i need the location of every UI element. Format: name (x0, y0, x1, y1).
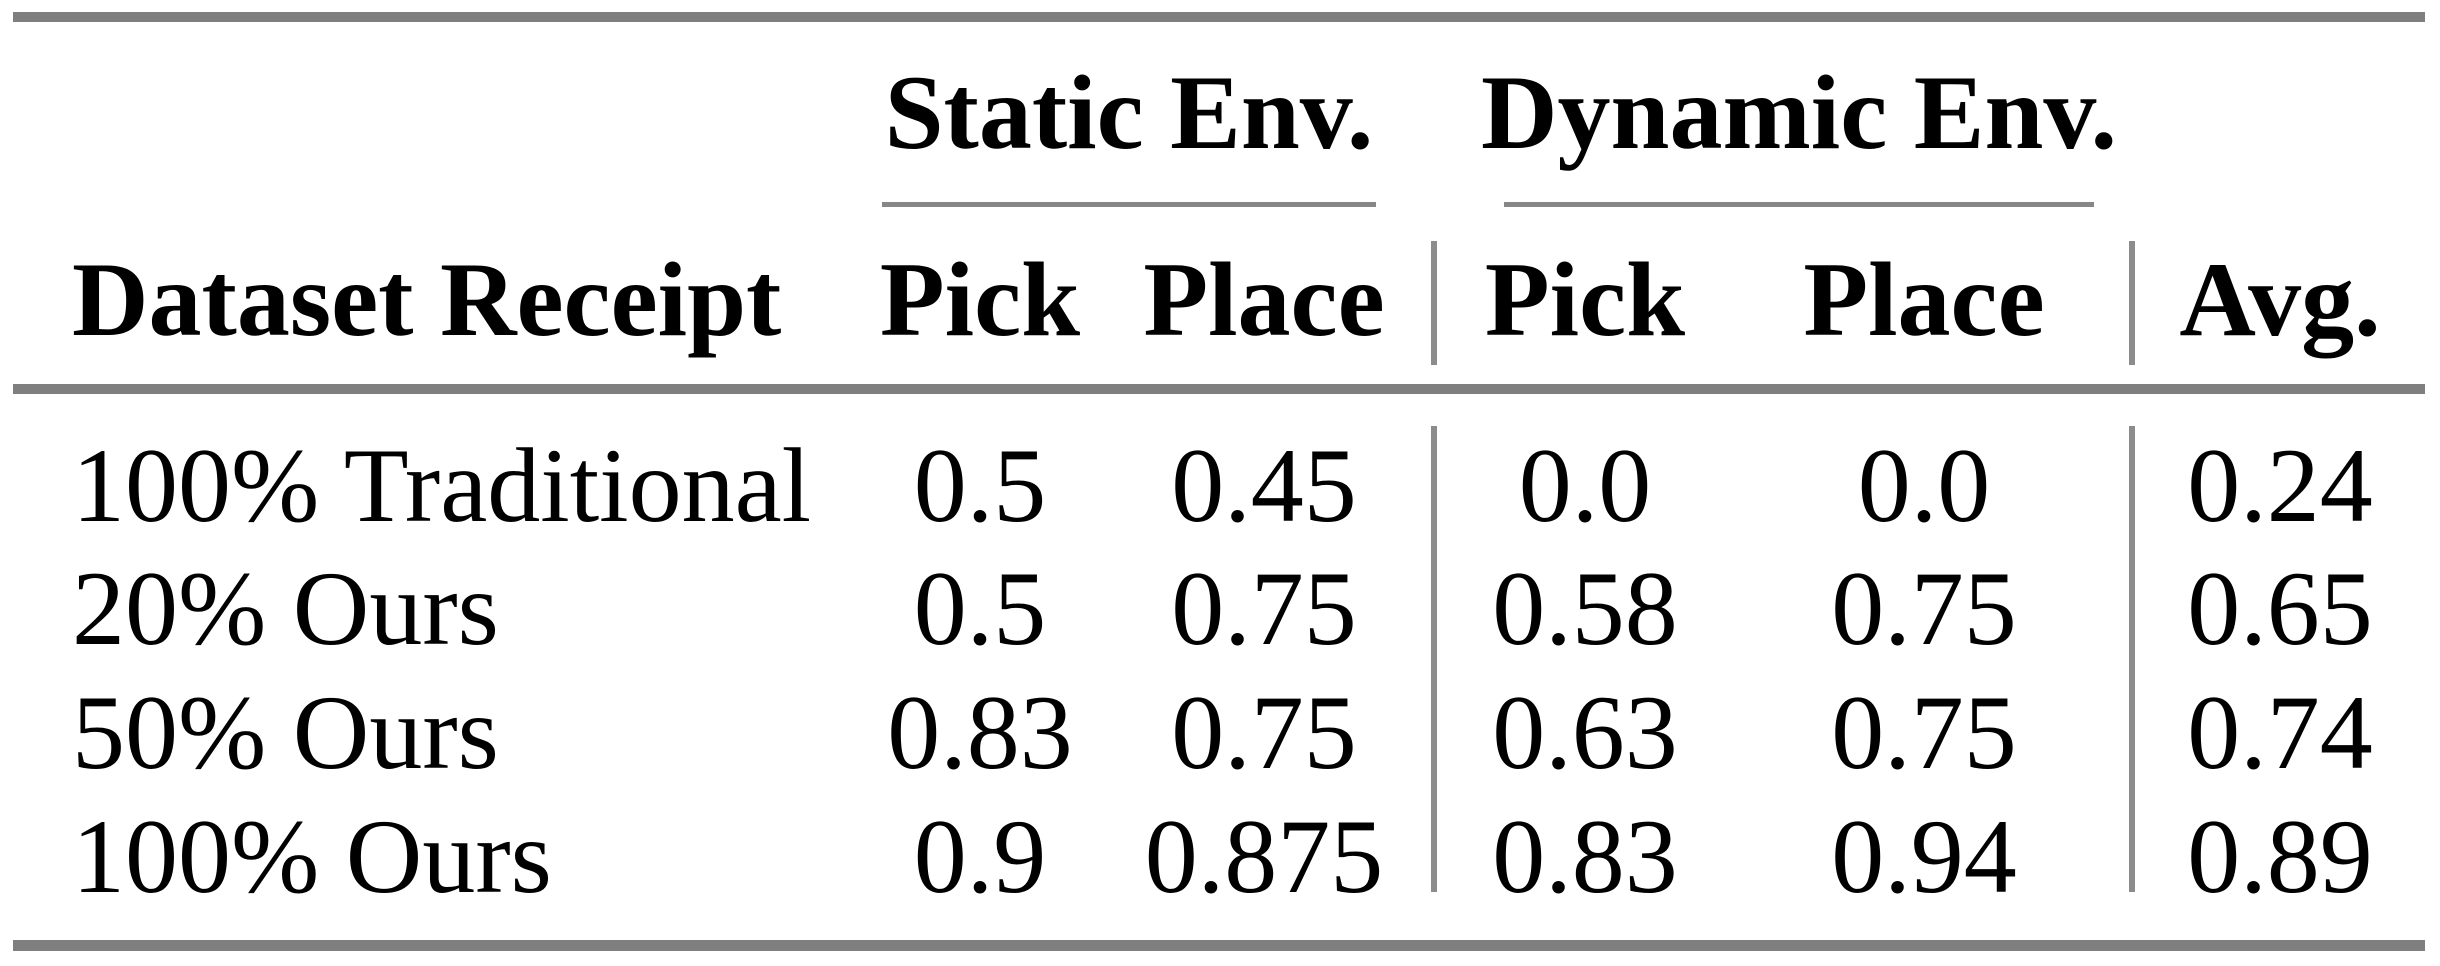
cell-value: 0.9 (913, 798, 1047, 915)
cell-value: 0.75 (1171, 674, 1357, 791)
header-separator-rule (13, 384, 2425, 394)
vertical-divider-1-header (1431, 241, 1437, 365)
top-rule (13, 12, 2425, 22)
cell-value: 0.24 (2187, 427, 2373, 544)
cell-value: 0.89 (2187, 798, 2373, 915)
cell-value: 0.45 (1171, 427, 1357, 544)
vertical-divider-2-body (2129, 426, 2135, 892)
row-label: 100% Ours (72, 798, 552, 915)
bottom-rule (13, 940, 2425, 951)
cell-value: 0.94 (1831, 798, 2017, 915)
cell-value: 0.75 (1831, 674, 2017, 791)
cell-value: 0.75 (1171, 550, 1357, 667)
cell-value: 0.5 (913, 427, 1047, 544)
vertical-divider-2-header (2129, 241, 2135, 365)
group-header-static-env: Static Env. (884, 54, 1374, 171)
cell-value: 0.875 (1144, 798, 1384, 915)
cell-value: 0.74 (2187, 674, 2373, 791)
cell-value: 0.75 (1831, 550, 2017, 667)
cell-value: 0.83 (1492, 798, 1678, 915)
group-header-dynamic-env: Dynamic Env. (1480, 54, 2118, 171)
cell-value: 0.58 (1492, 550, 1678, 667)
row-label: 50% Ours (72, 674, 499, 791)
static-env-underline (882, 202, 1376, 207)
cell-value: 0.5 (913, 550, 1047, 667)
cell-value: 0.0 (1518, 427, 1652, 544)
column-header-static-pick: Pick (879, 241, 1081, 358)
dynamic-env-underline (1504, 202, 2094, 207)
row-label: 20% Ours (72, 550, 499, 667)
column-header-avg: Avg. (2179, 241, 2381, 358)
vertical-divider-1-body (1431, 426, 1437, 892)
row-label: 100% Traditional (72, 427, 812, 544)
cell-value: 0.65 (2187, 550, 2373, 667)
column-header-static-place: Place (1143, 241, 1385, 358)
column-header-dynamic-pick: Pick (1484, 241, 1686, 358)
cell-value: 0.83 (887, 674, 1073, 791)
cell-value: 0.63 (1492, 674, 1678, 791)
column-header-dataset-receipt: Dataset Receipt (72, 241, 782, 358)
cell-value: 0.0 (1857, 427, 1991, 544)
column-header-dynamic-place: Place (1803, 241, 2045, 358)
